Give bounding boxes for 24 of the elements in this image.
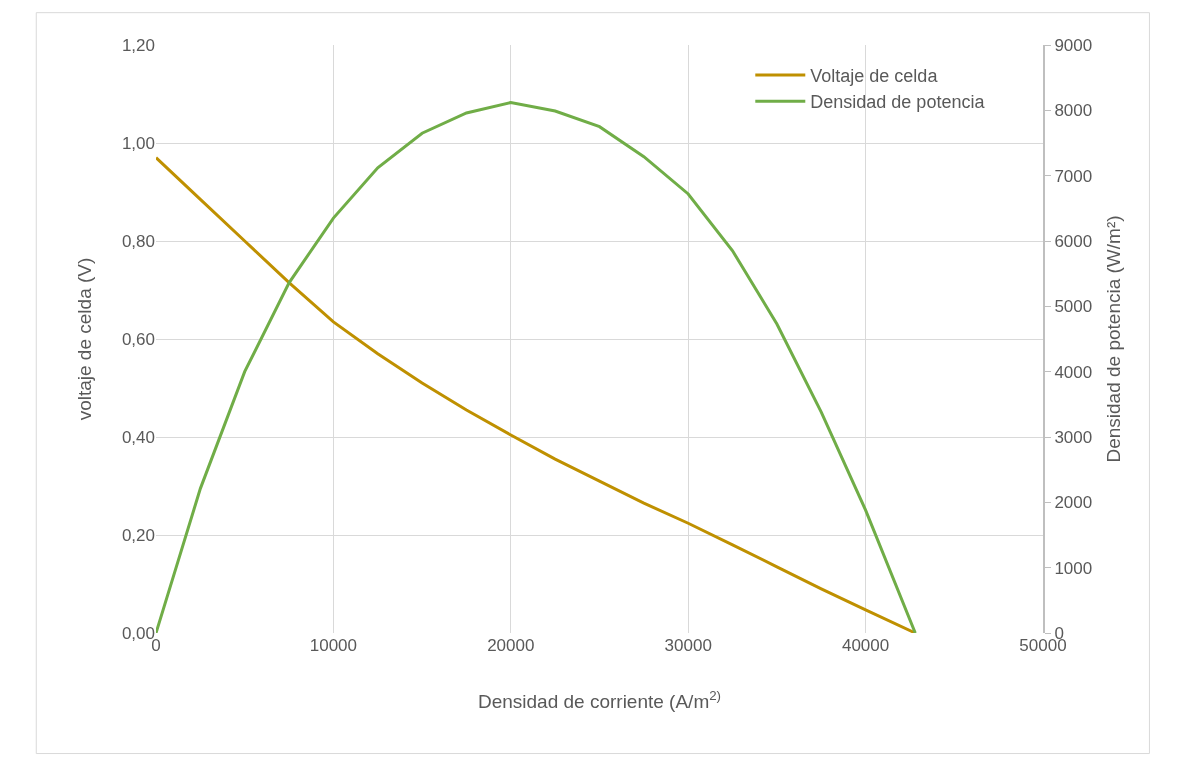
x-tick-label: 20000 xyxy=(487,636,535,655)
y-tick-label: 0,60 xyxy=(121,329,155,349)
x-tick-label: 40000 xyxy=(841,636,890,655)
y2-tick-label: 4000 xyxy=(1054,362,1093,382)
y2-axis-title: Densidad de potencia (W/m²) xyxy=(1102,215,1124,463)
y2-tick-label: 9000 xyxy=(1054,35,1093,55)
y2-tick-label: 6000 xyxy=(1054,231,1093,251)
y2-tick-label: 5000 xyxy=(1054,297,1093,317)
x-tick-label: 30000 xyxy=(664,636,712,655)
y-tick-label: 0,80 xyxy=(121,231,155,251)
y-tick-label: 0,20 xyxy=(121,525,155,545)
legend-label: Voltaje de celda xyxy=(810,65,939,86)
y-tick-label: 1,00 xyxy=(121,133,155,153)
x-axis-title: Densidad de corriente (A/m$^{2)}$ xyxy=(477,687,722,712)
y-tick-label: 0,40 xyxy=(121,427,155,447)
y2-tick-label: 2000 xyxy=(1054,493,1093,513)
legend-label: Densidad de potencia xyxy=(810,92,986,113)
y2-tick-label: 1000 xyxy=(1054,558,1093,578)
y-tick-label: 1,20 xyxy=(121,35,155,55)
y2-tick-label: 7000 xyxy=(1054,166,1093,186)
y2-tick-label: 3000 xyxy=(1054,427,1093,447)
y-axis-title: voltaje de celda (V) xyxy=(73,257,95,421)
y2-tick-label: 8000 xyxy=(1054,101,1093,121)
x-tick-label: 10000 xyxy=(309,636,358,655)
